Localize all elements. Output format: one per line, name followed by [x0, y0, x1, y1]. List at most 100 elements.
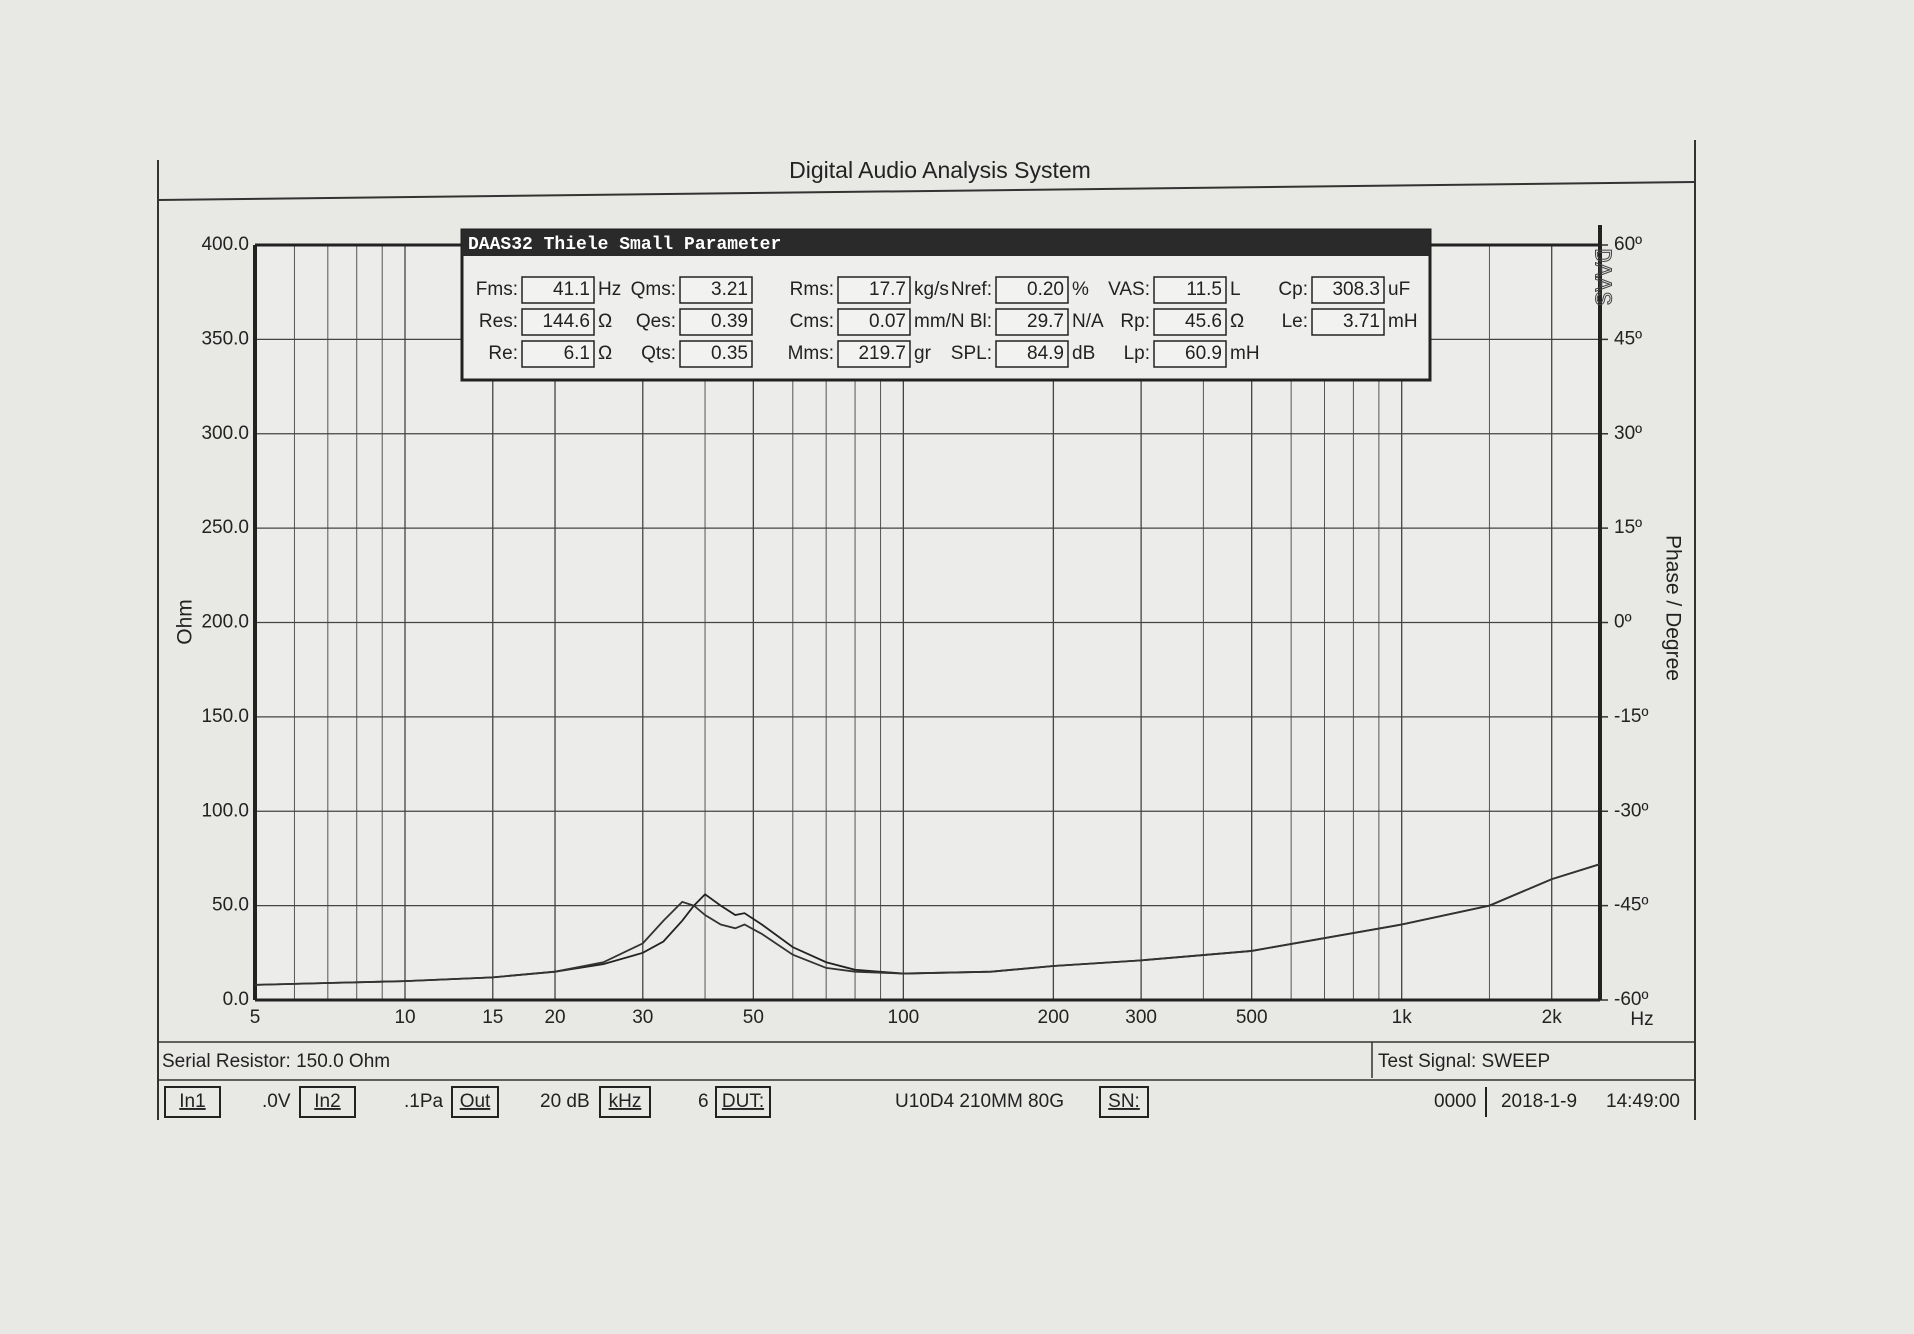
- footer-button-label: DUT:: [722, 1091, 764, 1112]
- y2-axis-label: Phase / Degree: [1661, 535, 1684, 681]
- param-box: [837, 308, 911, 336]
- x-tick-label: 15: [482, 1007, 503, 1028]
- footer-text: .0V: [262, 1091, 291, 1112]
- y-tick-label: 400.0: [201, 234, 249, 255]
- param-label: VAS:: [1108, 279, 1150, 300]
- footer-button: [715, 1086, 771, 1118]
- param-label: Cp:: [1278, 279, 1308, 300]
- param-label: Qts:: [641, 343, 676, 364]
- param-label: Cms:: [790, 311, 834, 332]
- footer-text: 0000: [1434, 1091, 1476, 1112]
- x-tick-label: 300: [1125, 1007, 1157, 1028]
- x-tick-label: 5: [250, 1007, 261, 1028]
- y-tick-label: 100.0: [201, 800, 249, 821]
- param-value: 219.7: [858, 343, 906, 364]
- footer-button-label: In1: [179, 1091, 205, 1112]
- param-unit: Hz: [598, 279, 621, 300]
- param-box: [995, 308, 1069, 336]
- param-value: 0.39: [711, 311, 748, 332]
- param-unit: mH: [1388, 311, 1418, 332]
- param-box: [995, 340, 1069, 368]
- y-axis-label: Ohm: [174, 599, 197, 645]
- footer-button: [299, 1086, 356, 1118]
- x-tick-label: 10: [394, 1007, 415, 1028]
- param-label: Mms:: [788, 343, 834, 364]
- param-value: 29.7: [1027, 311, 1064, 332]
- footer-text: 20 dB: [540, 1091, 590, 1112]
- test-signal: Test Signal: SWEEP: [1378, 1051, 1550, 1072]
- param-value: 45.6: [1185, 311, 1222, 332]
- footer-button: [1099, 1086, 1149, 1118]
- y-tick-label: 50.0: [212, 895, 249, 916]
- footer-text: 6: [698, 1091, 709, 1112]
- y-tick-label: 150.0: [201, 706, 249, 727]
- param-box: [837, 276, 911, 304]
- y2-tick-label: -45º: [1614, 895, 1648, 916]
- y-tick-label: 0.0: [223, 989, 249, 1010]
- param-box: [679, 340, 753, 368]
- x-tick-label: 20: [544, 1007, 565, 1028]
- y2-tick-label: 45º: [1614, 328, 1642, 349]
- param-value: 144.6: [542, 311, 590, 332]
- footer-text: .1Pa: [404, 1091, 444, 1112]
- param-value: 3.71: [1343, 311, 1380, 332]
- param-unit: uF: [1388, 279, 1410, 300]
- param-value: 11.5: [1186, 279, 1222, 300]
- param-value: 0.20: [1027, 279, 1064, 300]
- param-value: 0.07: [869, 311, 906, 332]
- param-value: 41.1: [553, 279, 590, 300]
- logo: DAAS: [1588, 248, 1615, 306]
- param-box: [1153, 340, 1227, 368]
- param-unit: dB: [1072, 343, 1095, 364]
- serial-resistor: Serial Resistor: 150.0 Ohm: [162, 1051, 390, 1072]
- y2-tick-label: -15º: [1614, 706, 1648, 727]
- param-box: [1311, 308, 1385, 336]
- param-value: 0.35: [711, 343, 748, 364]
- y-tick-label: 250.0: [201, 517, 249, 538]
- param-box: [679, 308, 753, 336]
- param-label: Re:: [488, 343, 518, 364]
- x-tick-label: 200: [1038, 1007, 1070, 1028]
- param-label: Bl:: [970, 311, 992, 332]
- footer-button: [164, 1086, 221, 1118]
- param-box: [521, 340, 595, 368]
- footer-button: [599, 1086, 651, 1118]
- panel-header: [462, 230, 1430, 256]
- footer-text: 2018-1-9: [1501, 1091, 1577, 1112]
- param-unit: kg/s: [914, 279, 949, 300]
- y2-tick-label: 60º: [1614, 234, 1642, 255]
- frame-top: [157, 181, 1696, 201]
- param-label: SPL:: [951, 343, 992, 364]
- param-box: [1153, 308, 1227, 336]
- footer-button-label: kHz: [609, 1091, 642, 1112]
- panel-title: DAAS32 Thiele Small Parameter: [468, 235, 781, 255]
- y-tick-label: 350.0: [201, 328, 249, 349]
- param-value: 84.9: [1027, 343, 1064, 364]
- param-value: 308.3: [1332, 279, 1380, 300]
- y-tick-label: 200.0: [201, 612, 249, 633]
- param-value: 60.9: [1185, 343, 1222, 364]
- param-box: [837, 340, 911, 368]
- param-label: Rp:: [1120, 311, 1150, 332]
- y2-tick-label: -60º: [1614, 989, 1648, 1010]
- param-label: Fms:: [476, 279, 518, 300]
- param-label: Res:: [479, 311, 518, 332]
- param-box: [1311, 276, 1385, 304]
- footer-text: 14:49:00: [1606, 1091, 1680, 1112]
- footer-button: [451, 1086, 499, 1118]
- param-label: Qms:: [631, 279, 676, 300]
- param-box: [1153, 276, 1227, 304]
- param-box: [521, 276, 595, 304]
- x-tick-label: 500: [1236, 1007, 1268, 1028]
- impedance-line: [254, 863, 1601, 986]
- param-unit: mm/N: [914, 311, 965, 332]
- x-tick-label: 30: [632, 1007, 653, 1028]
- param-unit: Ω: [598, 343, 612, 364]
- param-unit: Ω: [598, 311, 612, 332]
- param-label: Nref:: [951, 279, 992, 300]
- footer-button-label: In2: [314, 1091, 340, 1112]
- param-unit: mH: [1230, 343, 1260, 364]
- param-unit: %: [1072, 279, 1089, 300]
